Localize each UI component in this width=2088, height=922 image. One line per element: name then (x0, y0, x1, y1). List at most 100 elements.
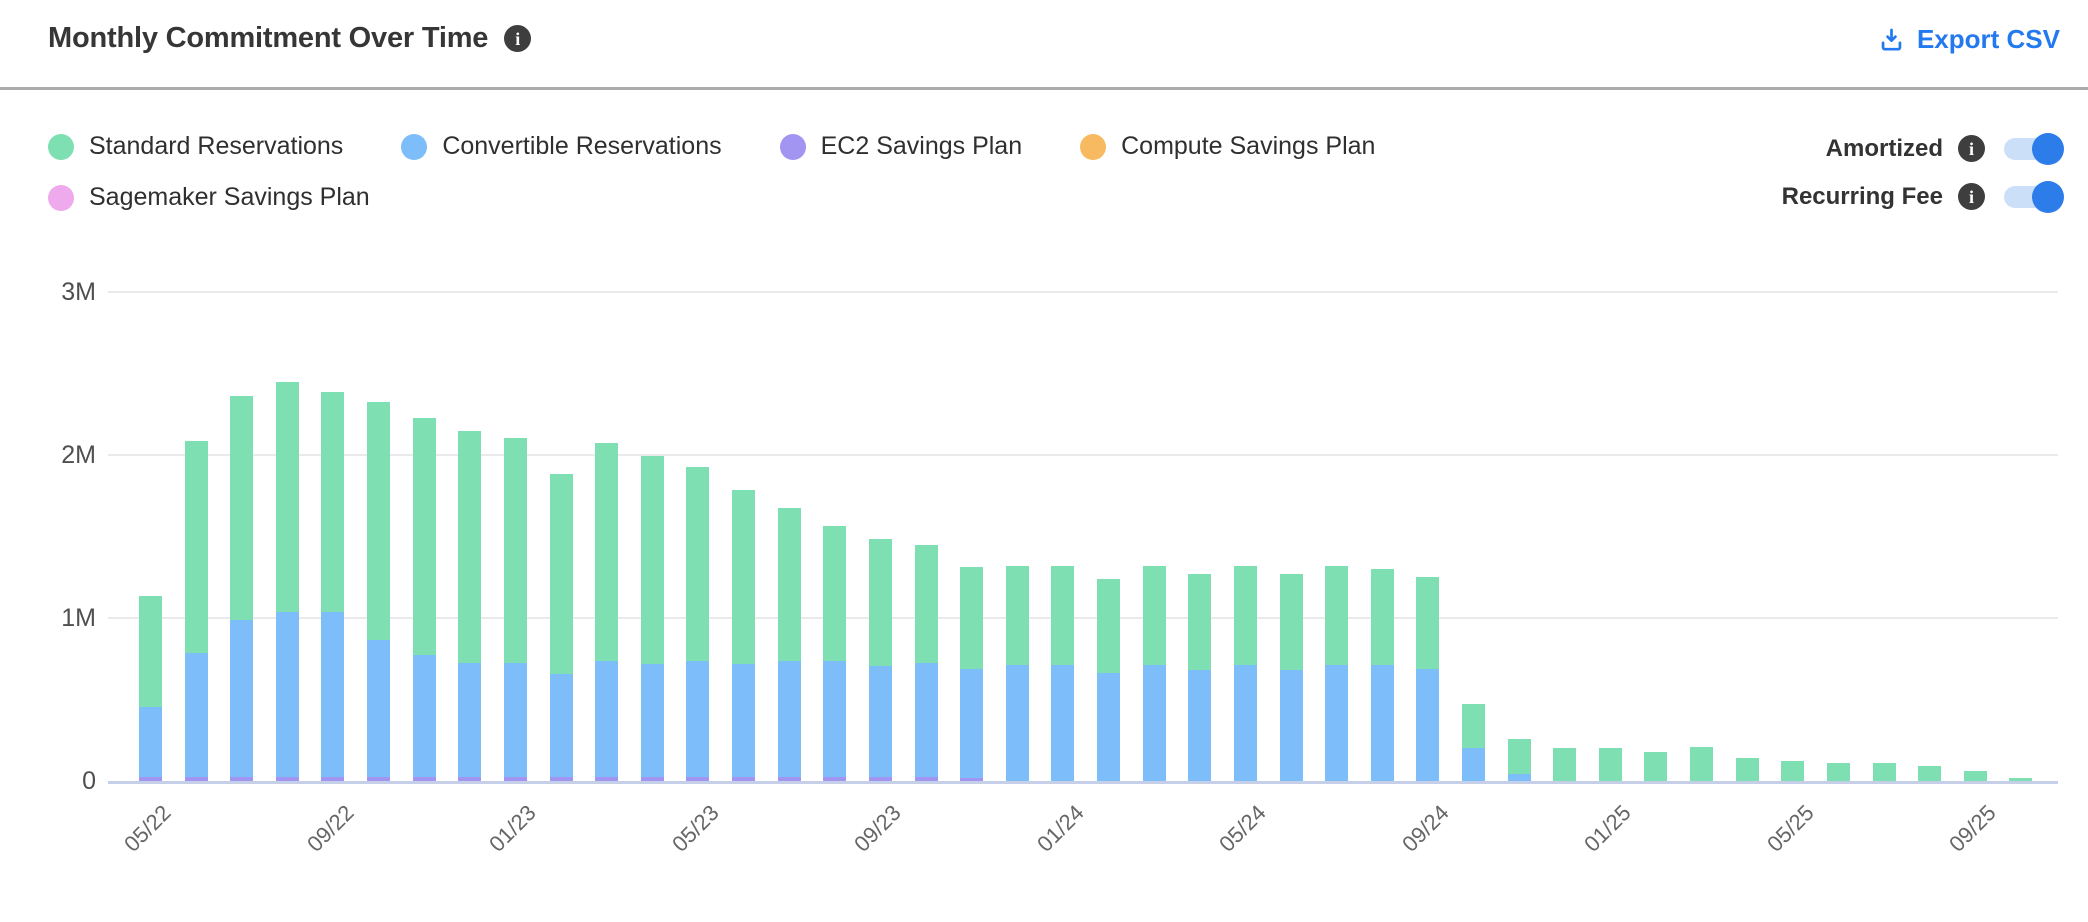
bar-10-22-convertible-reservations[interactable] (367, 640, 391, 777)
bar-08-22-ec2-savings-plan[interactable] (275, 776, 299, 781)
bar-02-24-convertible-reservations[interactable] (1097, 673, 1121, 781)
bar-01-23-ec2-savings-plan[interactable] (503, 776, 527, 781)
bar-06-22-ec2-savings-plan[interactable] (184, 776, 208, 781)
export-csv-button[interactable]: Export CSV (1878, 24, 2060, 55)
bar-09-23-convertible-reservations[interactable] (868, 666, 892, 777)
bar-03-23-standard-reservations[interactable] (595, 442, 619, 662)
bar-05-23-standard-reservations[interactable] (686, 467, 710, 662)
bar-03-23-ec2-savings-plan[interactable] (595, 776, 619, 781)
bar-02-23-ec2-savings-plan[interactable] (549, 776, 573, 781)
bar-11-23-standard-reservations[interactable] (960, 567, 984, 669)
bar-01-25-standard-reservations[interactable] (1598, 748, 1622, 781)
bar-10-25-standard-reservations[interactable] (2009, 777, 2033, 781)
bar-10-23-ec2-savings-plan[interactable] (914, 776, 938, 781)
bar-02-24-standard-reservations[interactable] (1097, 578, 1121, 674)
recurring-fee-toggle[interactable] (2004, 180, 2064, 213)
bar-11-22-convertible-reservations[interactable] (412, 654, 436, 777)
bar-08-22-standard-reservations[interactable] (275, 382, 299, 613)
bar-11-23-convertible-reservations[interactable] (960, 668, 984, 778)
bar-02-23-standard-reservations[interactable] (549, 473, 573, 675)
bar-01-24-convertible-reservations[interactable] (1051, 665, 1075, 781)
amortized-toggle[interactable] (2004, 132, 2064, 165)
bar-09-22-standard-reservations[interactable] (321, 392, 345, 613)
bar-06-23-convertible-reservations[interactable] (732, 664, 756, 777)
bar-09-23-ec2-savings-plan[interactable] (868, 776, 892, 781)
bar-09-23-standard-reservations[interactable] (868, 538, 892, 667)
bar-04-25-standard-reservations[interactable] (1735, 758, 1759, 781)
bar-04-23-convertible-reservations[interactable] (640, 664, 664, 777)
bar-06-22-standard-reservations[interactable] (184, 441, 208, 654)
bar-07-22-convertible-reservations[interactable] (230, 620, 254, 777)
bar-07-23-convertible-reservations[interactable] (777, 661, 801, 777)
bar-05-23-ec2-savings-plan[interactable] (686, 776, 710, 781)
bar-07-25-standard-reservations[interactable] (1872, 763, 1896, 781)
bar-08-23-convertible-reservations[interactable] (823, 661, 847, 777)
bar-03-24-standard-reservations[interactable] (1142, 565, 1166, 666)
recurring-fee-info-icon[interactable]: i (1958, 183, 1985, 210)
bar-06-23-ec2-savings-plan[interactable] (732, 776, 756, 781)
bar-04-24-standard-reservations[interactable] (1188, 573, 1212, 671)
amortized-info-icon[interactable]: i (1958, 135, 1985, 162)
bar-07-23-ec2-savings-plan[interactable] (777, 776, 801, 781)
bar-12-22-ec2-savings-plan[interactable] (458, 776, 482, 781)
bar-07-22-ec2-savings-plan[interactable] (230, 776, 254, 781)
legend-item-ec2-savings-plan[interactable]: EC2 Savings Plan (779, 132, 1022, 161)
bar-03-23-convertible-reservations[interactable] (595, 661, 619, 777)
bar-01-23-standard-reservations[interactable] (503, 437, 527, 663)
bar-12-23-convertible-reservations[interactable] (1005, 665, 1029, 781)
legend-item-compute-savings-plan[interactable]: Compute Savings Plan (1080, 132, 1375, 161)
bar-11-24-convertible-reservations[interactable] (1507, 774, 1531, 781)
bar-07-23-standard-reservations[interactable] (777, 507, 801, 662)
legend-item-convertible-reservations[interactable]: Convertible Reservations (401, 132, 722, 161)
legend-item-standard-reservations[interactable]: Standard Reservations (48, 132, 343, 161)
bar-01-23-convertible-reservations[interactable] (503, 662, 527, 777)
bar-10-22-ec2-savings-plan[interactable] (367, 776, 391, 781)
bar-11-22-ec2-savings-plan[interactable] (412, 776, 436, 781)
bar-11-23-ec2-savings-plan[interactable] (960, 777, 984, 781)
bar-09-22-convertible-reservations[interactable] (321, 612, 345, 777)
bar-04-23-ec2-savings-plan[interactable] (640, 776, 664, 781)
bar-05-22-standard-reservations[interactable] (139, 595, 162, 707)
legend-item-sagemaker-savings-plan[interactable]: Sagemaker Savings Plan (48, 183, 370, 212)
bar-06-23-standard-reservations[interactable] (732, 490, 756, 665)
bar-03-24-convertible-reservations[interactable] (1142, 665, 1166, 781)
bar-08-25-standard-reservations[interactable] (1918, 766, 1942, 781)
bar-08-23-standard-reservations[interactable] (823, 525, 847, 662)
bar-05-24-standard-reservations[interactable] (1233, 565, 1257, 666)
bar-06-24-convertible-reservations[interactable] (1279, 670, 1303, 781)
bar-08-23-ec2-savings-plan[interactable] (823, 776, 847, 781)
bar-09-24-convertible-reservations[interactable] (1416, 668, 1440, 781)
bar-04-24-convertible-reservations[interactable] (1188, 670, 1212, 781)
bar-07-24-standard-reservations[interactable] (1325, 565, 1349, 666)
bar-10-24-standard-reservations[interactable] (1461, 704, 1485, 749)
bar-02-23-convertible-reservations[interactable] (549, 674, 573, 777)
bar-10-22-standard-reservations[interactable] (367, 402, 391, 640)
bar-06-25-standard-reservations[interactable] (1826, 763, 1850, 781)
bar-11-22-standard-reservations[interactable] (412, 418, 436, 655)
bar-03-25-standard-reservations[interactable] (1690, 746, 1714, 781)
bar-05-22-convertible-reservations[interactable] (139, 706, 162, 777)
bar-12-23-standard-reservations[interactable] (1005, 565, 1029, 666)
title-info-icon[interactable]: i (504, 25, 532, 52)
bar-06-22-convertible-reservations[interactable] (184, 653, 208, 777)
bar-12-24-standard-reservations[interactable] (1553, 748, 1577, 781)
bar-08-24-standard-reservations[interactable] (1370, 569, 1394, 666)
bar-07-24-convertible-reservations[interactable] (1325, 665, 1349, 781)
bar-07-22-standard-reservations[interactable] (230, 395, 254, 621)
bar-09-22-ec2-savings-plan[interactable] (321, 776, 345, 781)
bar-06-24-standard-reservations[interactable] (1279, 573, 1303, 671)
bar-10-23-convertible-reservations[interactable] (914, 662, 938, 777)
bar-05-24-convertible-reservations[interactable] (1233, 665, 1257, 781)
bar-04-23-standard-reservations[interactable] (640, 455, 664, 665)
bar-11-24-standard-reservations[interactable] (1507, 738, 1531, 775)
bar-12-22-standard-reservations[interactable] (458, 431, 482, 663)
bar-10-23-standard-reservations[interactable] (914, 545, 938, 663)
bar-12-22-convertible-reservations[interactable] (458, 662, 482, 777)
bar-05-22-ec2-savings-plan[interactable] (139, 776, 162, 781)
bar-05-23-convertible-reservations[interactable] (686, 661, 710, 777)
bar-09-24-standard-reservations[interactable] (1416, 577, 1440, 669)
bar-09-25-standard-reservations[interactable] (1963, 771, 1987, 781)
bar-02-25-standard-reservations[interactable] (1644, 751, 1668, 781)
bar-05-25-standard-reservations[interactable] (1781, 761, 1805, 781)
bar-08-24-convertible-reservations[interactable] (1370, 665, 1394, 781)
